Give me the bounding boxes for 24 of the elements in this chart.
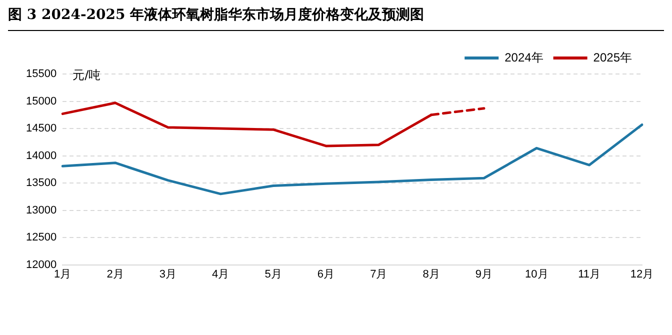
y-tick-label: 12000 [26,258,57,271]
y-tick-label: 14000 [26,150,57,162]
y-tick-label: 13000 [26,204,57,216]
y-axis-title: 元/吨 [72,68,101,82]
y-tick-label: 15500 [26,68,57,80]
x-tick-label: 5月 [264,268,282,280]
x-tick-label: 12月 [630,268,654,280]
y-tick-label: 12500 [26,232,57,244]
x-tick-label: 4月 [212,268,230,280]
x-tick-label: 3月 [159,268,176,280]
x-tick-label: 1月 [54,268,72,280]
x-tick-label: 11月 [578,268,601,280]
y-tick-label: 13500 [26,177,57,190]
x-tick-label: 10月 [525,268,548,280]
x-tick-label: 2月 [106,268,124,280]
x-tick-label: 8月 [422,268,440,280]
chart-title: 图 3 2024-2025 年液体环氧树脂华东市场月度价格变化及预测图 [8,6,664,31]
x-tick-label: 7月 [370,268,388,280]
y-tick-label: 14500 [26,122,57,135]
legend-label: 2025年 [593,50,632,64]
x-tick-label: 6月 [317,268,335,280]
x-tick-label: 9月 [475,268,493,280]
legend-label: 2024年 [504,50,544,64]
y-tick-label: 15000 [26,95,57,108]
